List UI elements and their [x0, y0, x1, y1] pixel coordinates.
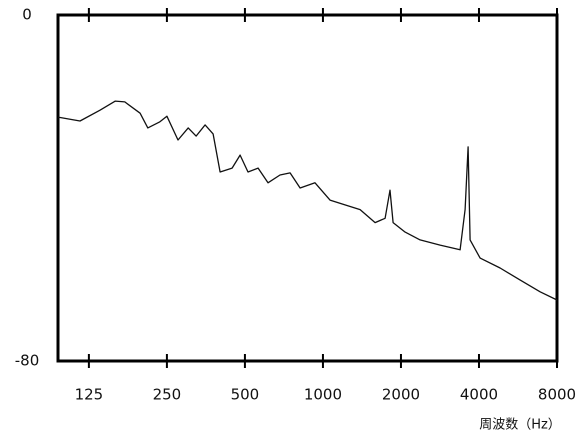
- x-tick-label: 1000: [304, 386, 342, 404]
- x-tick-label: 250: [153, 386, 182, 404]
- x-axis-label: 周波数（Hz）: [479, 418, 561, 433]
- spectrum-line: [57, 100, 558, 301]
- x-tick-label: 2000: [382, 386, 420, 404]
- y-tick-label: -80: [15, 352, 40, 370]
- x-tick-label: 8000: [538, 386, 576, 404]
- x-tick-label: 4000: [460, 386, 498, 404]
- x-tick-label: 500: [231, 386, 260, 404]
- x-tick-label: 125: [75, 386, 104, 404]
- y-tick-label: 0: [22, 6, 32, 24]
- plot-frame: [56, 13, 559, 363]
